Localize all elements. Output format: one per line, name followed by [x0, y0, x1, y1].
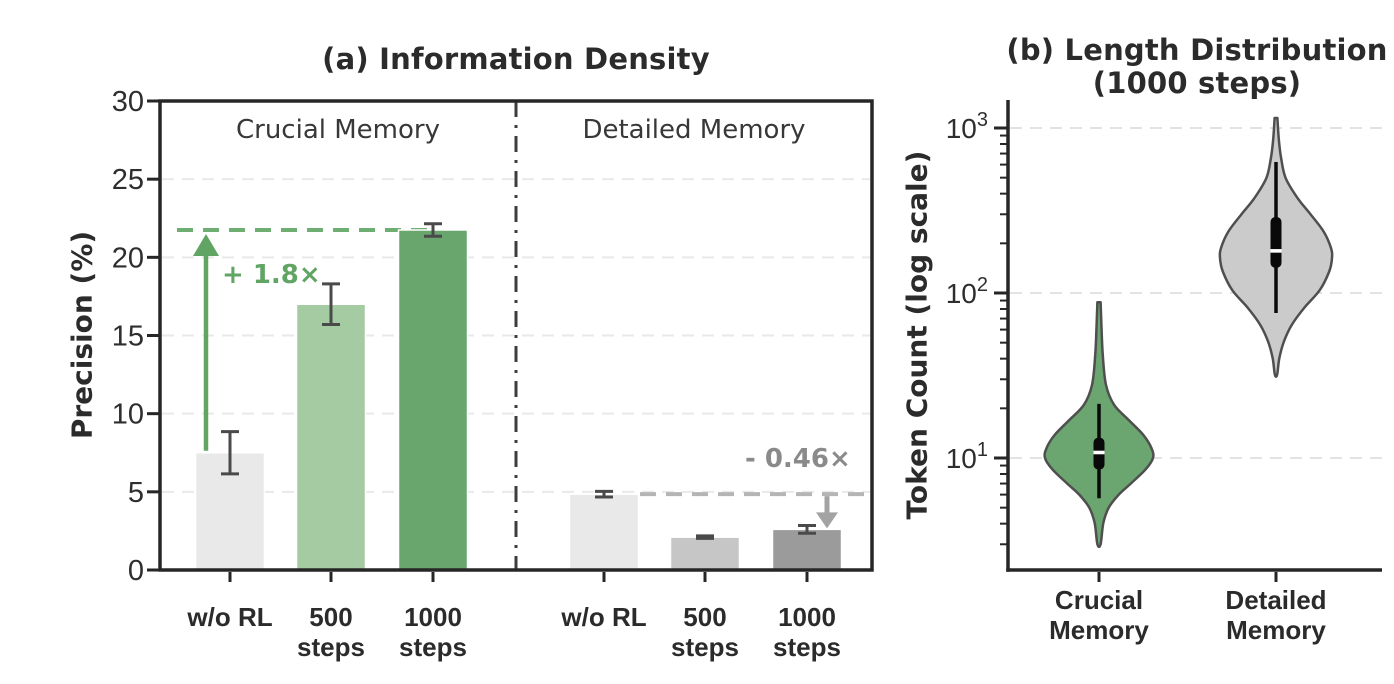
section-label-detailed: Detailed Memory — [582, 115, 806, 145]
bar-crucial-500-steps — [295, 303, 367, 571]
y-tick-label-a: 5 — [128, 477, 144, 509]
x-tick-label-a: steps — [399, 632, 467, 662]
annotation-gain: + 1.8× — [222, 260, 321, 290]
x-tick-label-a: 1000 — [778, 602, 836, 632]
violin-box — [1270, 216, 1282, 268]
x-tick-label-b: Memory — [1226, 615, 1326, 645]
bar-crucial-1000-steps — [397, 229, 469, 571]
x-tick-label-a: steps — [297, 632, 365, 662]
x-tick-label-a: w/o RL — [186, 602, 272, 632]
x-tick-label-a: w/o RL — [560, 602, 646, 632]
x-tick-label-a: steps — [671, 632, 739, 662]
violin-median — [1270, 249, 1282, 253]
y-tick-label-a: 30 — [112, 86, 144, 118]
y-tick-label-a: 25 — [112, 164, 144, 196]
y-tick-label-b: 103 — [946, 109, 988, 144]
x-tick-label-a: 1000 — [404, 602, 462, 632]
bar-detailed-w/o RL — [568, 493, 640, 571]
gain-arrow-head — [193, 233, 219, 256]
x-tick-label-a: 500 — [309, 602, 352, 632]
annotation-loss: - 0.46× — [745, 444, 851, 474]
y-tick-label-a: 20 — [112, 242, 144, 274]
loss-arrow-head — [816, 512, 838, 529]
x-tick-label-b: Memory — [1049, 615, 1149, 645]
bar-detailed-500-steps — [669, 536, 741, 571]
panel-a-title: (a) Information Density — [322, 42, 710, 76]
y-tick-label-a: 15 — [112, 321, 144, 353]
panel-b-title-line1: (b) Length Distribution — [1006, 33, 1388, 67]
x-tick-label-a: steps — [773, 632, 841, 662]
x-tick-label-a: 500 — [683, 602, 726, 632]
section-label-crucial: Crucial Memory — [235, 115, 440, 145]
violin-median — [1093, 450, 1105, 455]
bar-detailed-1000-steps — [771, 528, 843, 571]
y-tick-label-b: 102 — [946, 274, 988, 309]
x-tick-label-b: Crucial — [1055, 585, 1143, 615]
y-tick-label-a: 0 — [128, 555, 144, 587]
panel-b-title-line2: (1000 steps) — [1092, 66, 1302, 100]
x-tick-label-b: Detailed — [1225, 585, 1326, 615]
y-tick-label-b: 101 — [946, 439, 988, 474]
y-tick-label-a: 10 — [112, 399, 144, 431]
